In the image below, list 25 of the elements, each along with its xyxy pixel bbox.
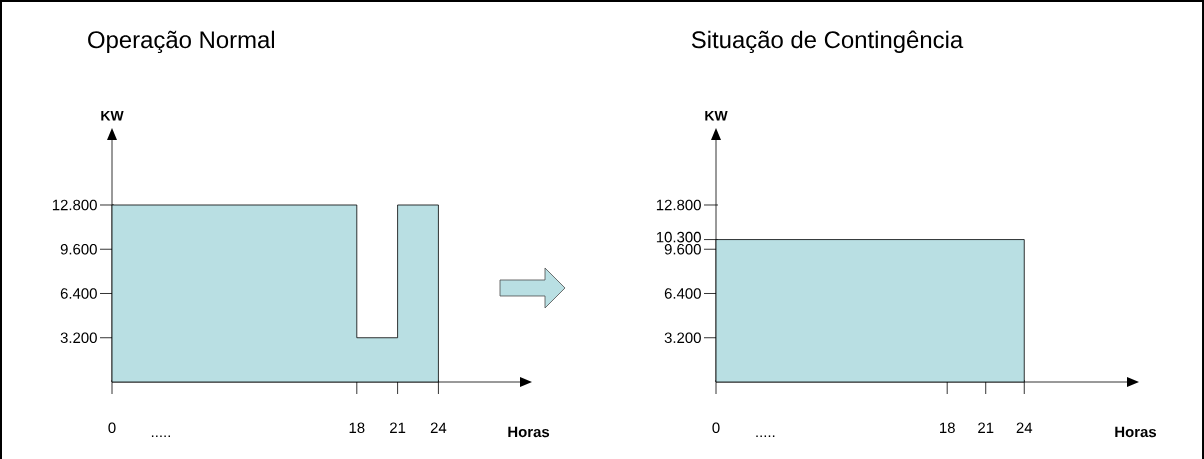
y-tick-label: 12.800	[52, 199, 97, 211]
text: .....	[756, 435, 775, 437]
y-tick-label: 3.200	[664, 332, 701, 344]
x-tick-label: 21	[978, 422, 994, 433]
y-tick-label: 3.200	[60, 332, 97, 344]
x-tick-label: 21	[390, 422, 406, 433]
x-tick-label: 0	[712, 422, 720, 434]
y-tick-label: 9.600	[60, 243, 97, 255]
x-tick-label: 0	[108, 422, 116, 434]
chart-title: Situação de Contingência	[691, 30, 964, 54]
text: .....	[151, 435, 170, 437]
y-axis-title: KW	[705, 110, 728, 121]
x-axis-title: Horas	[508, 426, 550, 438]
y-tick-label: 12.800	[656, 199, 701, 211]
y-axis-title: KW	[101, 110, 124, 121]
x-tick-label: 18	[940, 422, 955, 434]
y-tick-label: 6.400	[60, 288, 97, 299]
y-tick-label: 9.600	[664, 243, 701, 255]
y-tick-label: 6.400	[664, 288, 701, 299]
x-axis-title: Horas	[1115, 426, 1157, 438]
chart-title: Operação Normal	[88, 30, 275, 54]
x-tick-label: 18	[349, 422, 365, 434]
y-tick-label: 10.300	[656, 231, 701, 243]
x-tick-label: 24	[430, 422, 447, 433]
x-tick-label: 24	[1016, 422, 1033, 433]
